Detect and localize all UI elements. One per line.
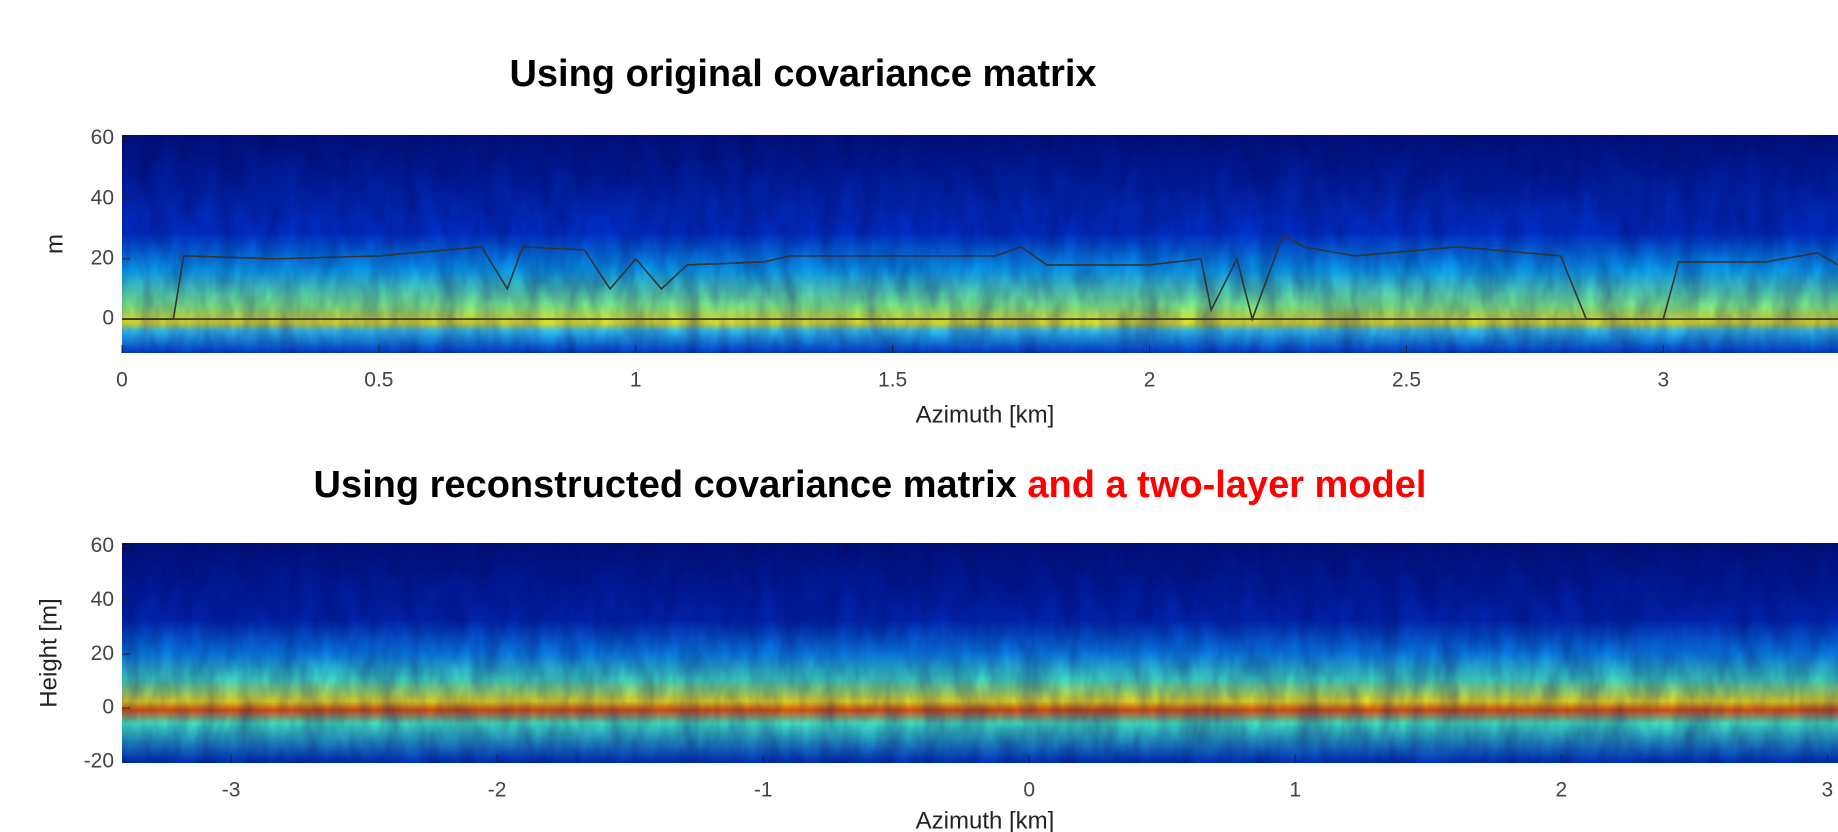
x-tick-label: 1.5 [878,369,907,392]
x-tick-label: -2 [488,779,507,802]
x-tick-label: 2.5 [1392,369,1421,392]
y-tick-label: 60 [91,126,114,149]
x-tick-label: -3 [222,779,241,802]
x-axis-label: Azimuth [km] [916,807,1055,832]
y-tick-label: 40 [91,588,114,611]
y-tick-label: -20 [84,749,114,772]
series-group [122,233,1838,322]
x-tick-label: 0 [116,369,128,392]
panel-title: Using original covariance matrix [509,53,1096,95]
title-part: Using reconstructed covariance matrix [314,464,1017,506]
x-tick-label: 1 [630,369,642,392]
x-tick-label: 1 [1289,779,1301,802]
x-tick-label: 3 [1657,369,1669,392]
x-tick-label: 0 [1023,779,1035,802]
y-axis-label: Height [m] [35,598,62,707]
y-tick-label: 20 [91,246,114,269]
y-tick-label: 40 [91,186,114,209]
x-axis-label: Azimuth [km] [916,401,1055,428]
x-tick-label: 0.5 [364,369,393,392]
x-tick-label: 2 [1555,779,1567,802]
tomogram-texture [122,135,1838,353]
y-tick-label: 60 [91,534,114,557]
panel-title: Using reconstructed covariance matrix an… [314,464,1427,506]
x-tick-label: 3 [1822,779,1834,802]
x-tick-label: -1 [754,779,773,802]
y-tick-label: 0 [102,307,114,330]
title-part-highlight: and a two-layer model [1027,464,1426,506]
y-tick-label: 0 [102,696,114,719]
data-line [122,233,1838,322]
y-axis-label: m [41,234,68,254]
y-tick-label: 20 [91,642,114,665]
x-tick-label: 2 [1144,369,1156,392]
tomogram-texture [122,543,1838,763]
